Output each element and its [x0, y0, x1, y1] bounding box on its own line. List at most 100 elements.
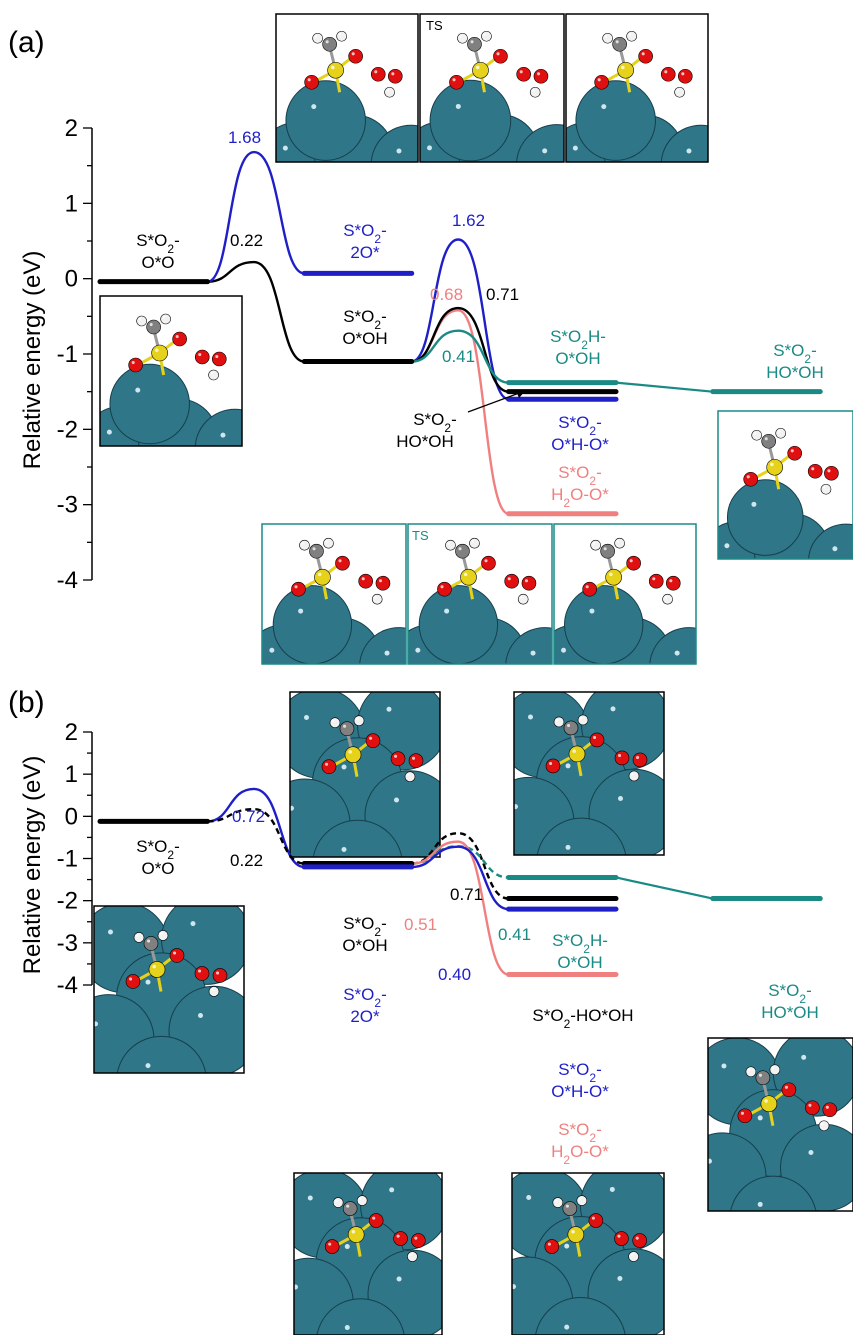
svg-text:O*H-O*: O*H-O* — [551, 435, 609, 454]
y-tick-label: 1 — [65, 190, 78, 217]
structure-insets-b — [93, 691, 853, 1335]
barrier-curves-b — [207, 787, 713, 976]
y-tick-label: -1 — [57, 846, 78, 873]
svg-text:S*O2-: S*O2- — [558, 463, 602, 488]
svg-text:S*O2H-: S*O2H- — [552, 931, 608, 956]
ts-label-a-1: TS — [426, 18, 443, 33]
y-tick-label: -4 — [57, 972, 78, 999]
barrier-curve-teal — [411, 329, 509, 384]
svg-text:O*OH: O*OH — [557, 953, 602, 972]
barrier-value-b-5: 0.41 — [498, 925, 531, 944]
svg-text:O*OH: O*OH — [342, 329, 387, 348]
inset-a-bottom-2-ts — [407, 523, 553, 665]
svg-text:S*O2-: S*O2- — [343, 307, 387, 332]
y-tick-label: -1 — [57, 341, 78, 368]
state-label-oo-b: S*O2- O*O — [136, 837, 180, 878]
y-tick-label: -4 — [57, 567, 78, 594]
svg-text:HO*OH: HO*OH — [766, 363, 824, 382]
y-tick-label: -2 — [57, 888, 78, 915]
barrier-curve-black — [411, 831, 509, 900]
barrier-curve-pink — [411, 840, 509, 976]
svg-text:2O*: 2O* — [350, 1007, 380, 1026]
y-tick-label: -2 — [57, 416, 78, 443]
inset-a-top-3 — [565, 13, 709, 163]
state-label-right-a: S*O2- HO*OH — [766, 341, 824, 382]
svg-text:S*O2-: S*O2- — [558, 413, 602, 438]
y-tick-label: 0 — [65, 803, 78, 830]
barrier-value-b-4: 0.51 — [404, 915, 437, 934]
svg-text:S*O2-: S*O2- — [413, 410, 457, 435]
y-axis-label-b: Relative energy (eV) — [19, 756, 46, 975]
svg-text:S*O2-: S*O2- — [343, 221, 387, 246]
svg-text:O*O: O*O — [141, 253, 174, 272]
svg-text:O*OH: O*OH — [342, 936, 387, 955]
connector-line — [615, 876, 713, 900]
svg-text:S*O2-HO*OH: S*O2-HO*OH — [532, 1006, 633, 1031]
y-tick-label: -3 — [57, 492, 78, 519]
inset-a-bottom-3 — [553, 523, 697, 665]
y-tick-label: 0 — [65, 266, 78, 293]
state-label-oho-b: S*O2- O*H-O* — [551, 1060, 609, 1101]
barrier-curve-black — [207, 260, 305, 363]
inset-b-right — [707, 1037, 853, 1212]
state-label-hooh-a: S*O2- HO*OH — [396, 390, 526, 451]
energy-levels-a — [97, 270, 823, 517]
y-axis-b: 2 1 0 -1 -2 -3 -4 — [57, 719, 93, 999]
y-axis-a: 2 1 0 -1 -2 -3 -4 — [57, 115, 93, 594]
barrier-value-a-6: 0.41 — [442, 347, 475, 366]
barrier-curve-blue — [207, 150, 305, 283]
inset-b-bottom-1 — [293, 1172, 443, 1335]
state-label-2o-b: S*O2- 2O* — [343, 985, 387, 1026]
svg-text:HO*OH: HO*OH — [761, 1003, 819, 1022]
ts-label-a-2: TS — [412, 528, 429, 543]
svg-text:S*O2H-: S*O2H- — [550, 327, 606, 352]
barrier-value-b-1: 0.72 — [232, 807, 265, 826]
svg-text:O*OH: O*OH — [555, 349, 600, 368]
panel-b: (b) Relative energy (eV) 2 1 0 -1 -2 -3 -4 S*O… — [8, 686, 853, 1335]
y-tick-label: 1 — [65, 761, 78, 788]
barrier-value-a-3: 1.62 — [452, 211, 485, 230]
panel-a: (a) Relative energy (eV) 210-1-2-3-4 TST… — [8, 13, 853, 665]
y-tick-label: 2 — [65, 719, 78, 746]
inset-a-bottom-1 — [261, 523, 407, 665]
barrier-curve-blue — [207, 787, 305, 869]
state-label-h2o-b: S*O2- H2O-O* — [551, 1120, 609, 1167]
svg-text:S*O2-: S*O2- — [136, 231, 180, 256]
state-label-ooh-a: S*O2- O*OH — [342, 307, 387, 348]
barrier-value-a-2: 0.22 — [230, 231, 263, 250]
barrier-value-a-4: 0.68 — [430, 285, 463, 304]
svg-text:O*H-O*: O*H-O* — [551, 1082, 609, 1101]
inset-a-top-2-ts — [419, 13, 565, 163]
svg-text:O*O: O*O — [141, 859, 174, 878]
state-label-oo-a: S*O2- O*O — [136, 231, 180, 272]
barrier-value-b-6: 0.40 — [438, 965, 471, 984]
state-label-2o-a: S*O2- 2O* — [343, 221, 387, 262]
barrier-curve-black — [411, 306, 509, 393]
panel-label-b: (b) — [8, 686, 45, 719]
inset-b-left — [93, 905, 245, 1074]
y-axis-label-a: Relative energy (eV) — [19, 251, 46, 470]
barrier-value-b-3: 0.71 — [450, 885, 483, 904]
barrier-curve-blue — [411, 845, 509, 911]
state-label-oho-a: S*O2- O*H-O* — [551, 413, 609, 454]
inset-a-left — [99, 295, 243, 447]
state-label-right-b: S*O2- HO*OH — [761, 981, 819, 1022]
inset-a-right — [717, 410, 853, 560]
barrier-value-a-5: 0.71 — [486, 285, 519, 304]
svg-text:S*O2-: S*O2- — [343, 914, 387, 939]
state-label-h2o-a: S*O2- H2O-O* — [551, 463, 609, 510]
svg-text:S*O2-: S*O2- — [343, 985, 387, 1010]
svg-text:HO*OH: HO*OH — [396, 432, 454, 451]
barrier-value-a-1: 1.68 — [228, 128, 261, 147]
barrier-curves-a — [207, 150, 713, 515]
barrier-value-b-2: 0.22 — [230, 851, 263, 870]
state-label-hooh-b: S*O2-HO*OH — [532, 1006, 633, 1031]
svg-text:S*O2-: S*O2- — [136, 837, 180, 862]
connector-line — [615, 381, 713, 393]
inset-b-bottom-2 — [511, 1172, 665, 1335]
svg-text:H2O-O*: H2O-O* — [551, 1142, 609, 1167]
state-label-ooh-b: S*O2- O*OH — [342, 914, 387, 955]
svg-text:S*O2-: S*O2- — [558, 1120, 602, 1145]
inset-b-top-2 — [513, 691, 665, 856]
